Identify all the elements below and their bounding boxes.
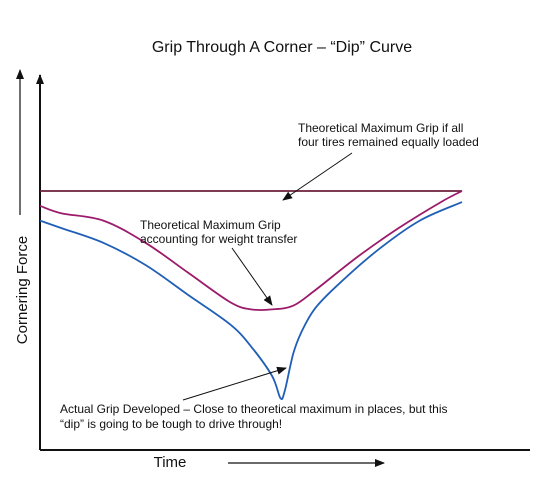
annotation-actual-grip-line-1: Actual Grip Developed – Close to theoret…: [60, 402, 448, 416]
annotation-weight-transfer-line-2: accounting for weight transfer: [140, 232, 297, 246]
series-weight-transfer-curve: [39, 190, 463, 311]
series-layer: [39, 190, 463, 401]
annotation-weight-transfer-line-1: Theoretical Maximum Grip: [140, 218, 281, 232]
annotation-max-grip-line-2: four tires remained equally loaded: [298, 135, 479, 149]
annotation-weight-transfer-arrow: [231, 247, 273, 306]
annotation-max-grip-line-1: Theoretical Maximum Grip if all: [298, 121, 463, 135]
annotation-actual-grip: Actual Grip Developed – Close to theoret…: [60, 366, 448, 431]
annotation-actual-grip-arrow: [182, 366, 287, 401]
annotation-max-grip-arrow: [282, 152, 353, 201]
y-axis-label: Cornering Force: [14, 236, 31, 344]
x-axis-label: Time: [154, 454, 187, 471]
annotation-max-grip: Theoretical Maximum Grip if all four tir…: [282, 121, 479, 201]
series-actual-grip-curve: [39, 201, 463, 401]
chart-title: Grip Through A Corner – “Dip” Curve: [152, 39, 412, 56]
annotation-actual-grip-line-2: “dip” is going to be tough to drive thro…: [60, 417, 282, 431]
annotation-weight-transfer: Theoretical Maximum Grip accounting for …: [140, 218, 297, 306]
